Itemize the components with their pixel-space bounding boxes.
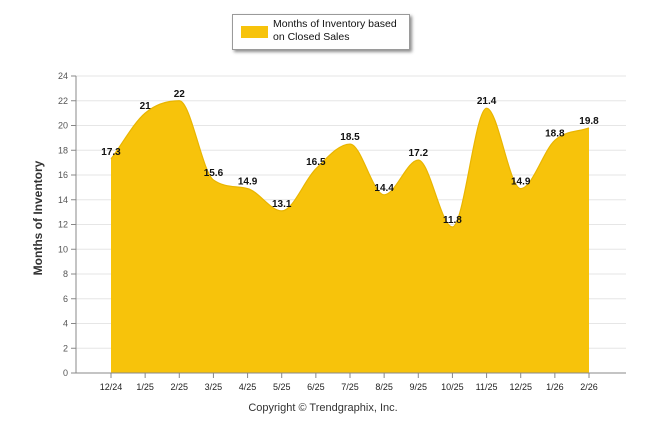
legend-swatch	[241, 26, 268, 38]
x-tick-label: 11/25	[476, 382, 498, 392]
data-label: 14.9	[238, 177, 258, 188]
data-label: 19.8	[579, 116, 599, 127]
y-tick-label: 24	[58, 71, 68, 81]
y-tick-label: 12	[58, 220, 68, 230]
x-tick-label: 7/25	[341, 382, 359, 392]
data-label: 21.4	[477, 96, 497, 107]
y-axis-title: Months of Inventory	[31, 160, 45, 275]
legend-label: Months of Inventory based on Closed Sale…	[273, 18, 397, 43]
y-tick-label: 6	[63, 294, 68, 304]
y-tick-label: 22	[58, 96, 68, 106]
data-label: 18.5	[340, 132, 360, 143]
data-label: 13.1	[272, 199, 292, 210]
x-tick-label: 4/25	[239, 382, 257, 392]
x-tick-label: 6/25	[307, 382, 325, 392]
x-tick-label: 1/26	[546, 382, 564, 392]
data-label: 14.9	[511, 177, 531, 188]
x-tick-label: 2/26	[580, 382, 598, 392]
x-tick-label: 12/24	[100, 382, 123, 392]
y-tick-label: 10	[58, 244, 68, 254]
y-tick-label: 0	[63, 368, 68, 378]
x-tick-label: 10/25	[441, 382, 464, 392]
data-label: 14.4	[374, 183, 394, 194]
x-tick-label: 8/25	[375, 382, 393, 392]
x-tick-label: 9/25	[410, 382, 428, 392]
data-label: 15.6	[204, 168, 224, 179]
x-tick-label: 1/25	[136, 382, 154, 392]
legend[interactable]: Months of Inventory based on Closed Sale…	[232, 14, 410, 50]
data-label: 17.3	[101, 147, 121, 158]
area-line	[110, 100, 590, 228]
data-labels: 17.3 21 22 15.6 14.9 13.1 16.5 18.5 14.4 17.2 11.8…	[101, 89, 599, 226]
y-tick-label: 4	[63, 319, 68, 329]
x-tick-label: 2/25	[171, 382, 189, 392]
x-tick-label: 5/25	[273, 382, 291, 392]
data-label: 21	[140, 101, 152, 112]
x-tick-label: 3/25	[205, 382, 223, 392]
y-tick-label: 2	[63, 343, 68, 353]
data-label: 22	[174, 89, 186, 100]
y-tick-label: 20	[58, 121, 68, 131]
copyright-footer: Copyright © Trendgraphix, Inc.	[248, 402, 398, 414]
y-tick-label: 16	[58, 170, 68, 180]
data-label: 18.8	[545, 128, 565, 139]
y-tick-label: 18	[58, 145, 68, 155]
data-label: 16.5	[306, 157, 326, 168]
area-series	[110, 100, 590, 373]
data-label: 17.2	[409, 148, 429, 159]
x-tick-label: 12/25	[509, 382, 532, 392]
y-tick-label: 14	[58, 195, 68, 205]
y-tick-label: 8	[63, 269, 68, 279]
data-label: 11.8	[443, 215, 462, 226]
